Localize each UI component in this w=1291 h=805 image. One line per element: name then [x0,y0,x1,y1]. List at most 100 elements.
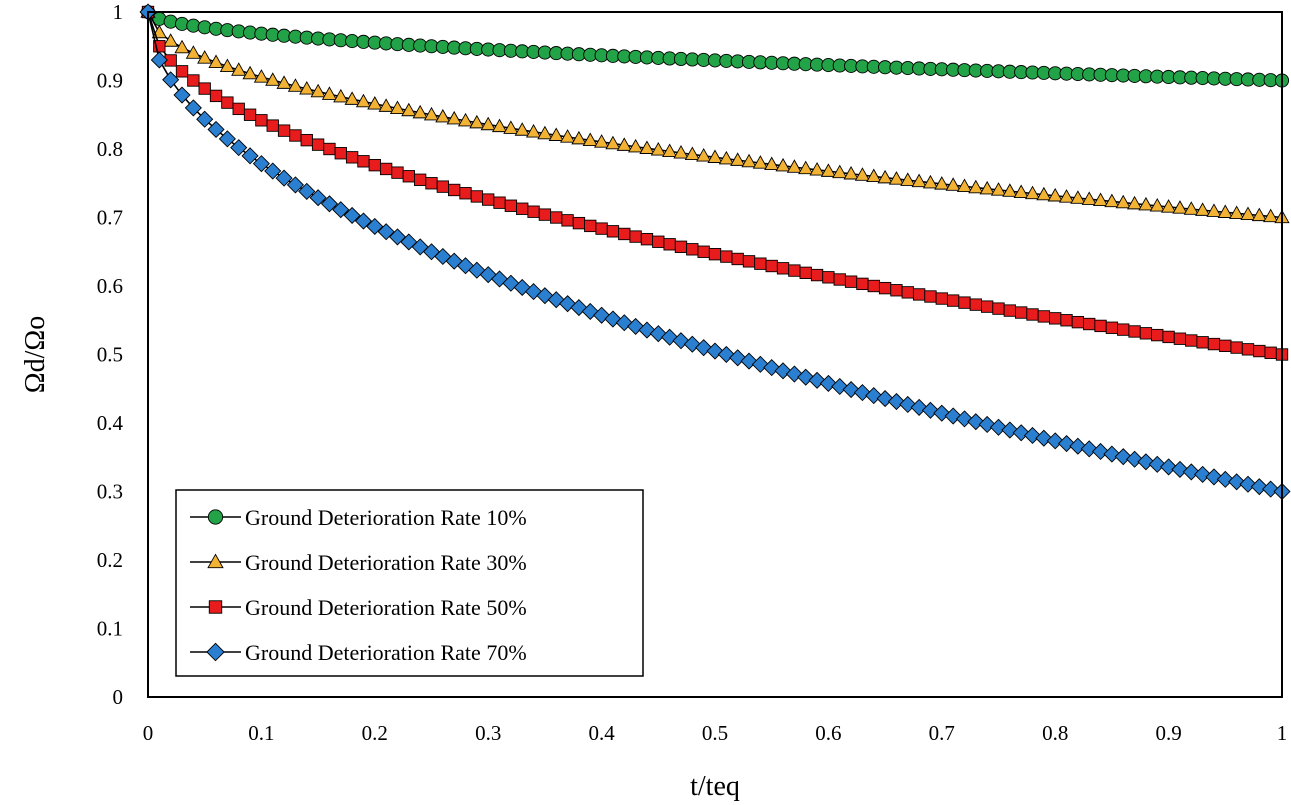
data-point [900,172,916,186]
data-point [527,205,540,218]
x-tick-label: 1 [1277,721,1288,745]
data-point [989,418,1008,436]
y-tick-label: 0.1 [97,617,123,641]
data-point [912,288,926,301]
data-point [1149,198,1165,212]
data-point [788,264,801,277]
data-point [323,142,336,156]
data-point [809,161,825,176]
data-point [150,51,168,69]
x-tick-label: 0.8 [1042,721,1068,745]
data-point [412,104,428,119]
data-point [1148,455,1166,473]
data-point [470,190,484,203]
data-point [242,65,258,80]
data-point [436,180,450,193]
data-point [298,182,316,200]
y-tick-label: 1 [113,0,124,24]
data-point [378,98,394,112]
data-point [1049,312,1062,325]
data-point [640,233,654,246]
data-point [695,339,713,357]
data-point [820,163,836,177]
data-point [955,410,974,428]
y-tick-label: 0.6 [97,274,123,298]
series-1 [140,4,1290,88]
data-point [504,199,518,212]
data-point [922,174,939,189]
data-point [1117,323,1130,336]
data-point [1253,344,1266,358]
data-point [310,83,326,98]
data-point [299,81,315,95]
data-point [300,133,313,147]
data-point [377,223,395,241]
data-point [1207,337,1221,351]
data-point [933,404,951,422]
data-point [425,177,438,190]
data-point [445,252,463,270]
data-point [572,216,586,230]
data-point [911,173,927,188]
data-point [230,139,248,157]
data-point [354,212,373,230]
y-tick-label: 0.3 [97,480,123,504]
legend-marker [207,553,224,569]
data-point [958,296,971,309]
data-point [286,176,304,194]
data-point [162,71,180,89]
data-point [606,225,620,238]
data-point [752,155,768,169]
data-point [582,132,598,146]
data-point [320,195,338,213]
legend-label: Ground Deterioration Rate 50% [245,595,527,620]
data-point [514,122,530,136]
data-point [832,164,848,179]
data-point [731,252,744,266]
data-point [799,266,812,280]
data-point [1230,341,1243,354]
data-point [877,169,893,184]
data-point [537,125,553,140]
data-point [391,166,404,179]
data-point [618,227,631,241]
data-point [332,201,350,219]
data-point [1024,185,1041,200]
data-point [413,173,427,186]
data-point [1185,334,1198,347]
data-point [197,50,213,64]
data-point [833,273,846,286]
data-point [1060,314,1073,327]
data-point [629,230,642,243]
data-point [559,129,576,143]
data-point [368,159,381,172]
data-point [1240,206,1256,221]
data-point [980,300,994,313]
data-point [459,187,472,200]
data-point [1015,306,1028,319]
x-tick-label: 0.7 [929,721,955,745]
y-tick-label: 0 [113,685,124,709]
data-point [901,286,914,299]
data-point [1080,440,1098,458]
data-point [684,146,700,161]
data-point [1183,201,1199,215]
data-point [469,114,485,129]
series-4 [139,3,1291,501]
data-point [628,138,644,153]
data-point [697,245,710,258]
data-point [1229,205,1245,219]
data-point [1205,468,1223,486]
x-tick-label: 0.6 [815,721,841,745]
data-point [854,167,871,181]
data-point [1105,321,1119,334]
data-point [1058,189,1075,203]
data-point [686,243,699,256]
x-axis-title: t/teq [690,771,740,802]
data-point [1250,478,1268,496]
data-point [979,180,995,195]
data-point [808,371,826,389]
y-axis-title: Ωd/Ωo [20,316,51,393]
data-point [1092,192,1109,206]
data-point [822,271,835,284]
